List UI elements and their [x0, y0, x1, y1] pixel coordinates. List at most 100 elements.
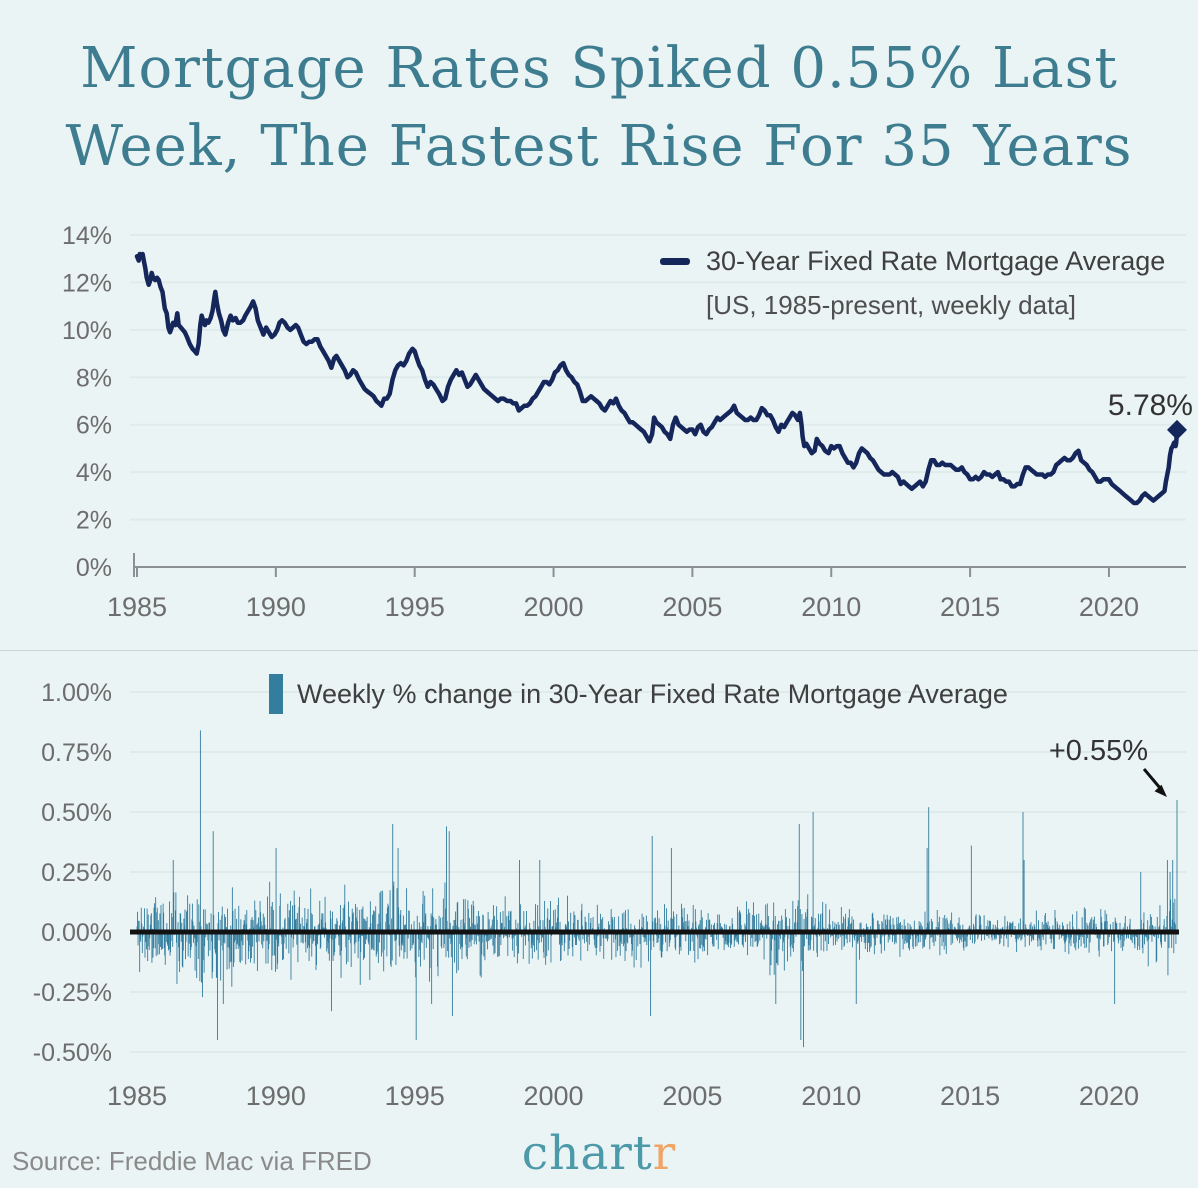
weekly-change-bar [197, 932, 199, 943]
weekly-change-bar [1115, 923, 1117, 932]
weekly-change-bar [229, 932, 231, 963]
weekly-change-bar [981, 932, 982, 941]
weekly-change-bar [761, 924, 763, 932]
weekly-change-bar [448, 831, 450, 932]
weekly-change-bar [1064, 932, 1066, 944]
weekly-change-bar [868, 932, 869, 943]
weekly-change-bar [457, 901, 459, 932]
weekly-change-bar [736, 932, 738, 942]
weekly-change-bar [913, 920, 915, 932]
weekly-change-bar [965, 932, 967, 948]
weekly-change-bar [1043, 924, 1045, 932]
weekly-change-bar [244, 914, 246, 932]
weekly-change-bar [184, 909, 186, 932]
weekly-change-bar [782, 932, 784, 943]
weekly-change-bar [801, 932, 803, 971]
weekly-change-bar [1176, 800, 1178, 932]
weekly-change-bar [961, 932, 963, 942]
weekly-change-bar [555, 922, 557, 932]
weekly-change-bar [1009, 922, 1011, 932]
weekly-change-bar [205, 923, 207, 932]
weekly-change-bar [371, 932, 373, 948]
weekly-change-bar [581, 925, 583, 932]
weekly-change-bar [183, 918, 185, 932]
weekly-change-bar [672, 919, 674, 932]
weekly-change-bar [754, 915, 755, 932]
weekly-change-bar [551, 926, 553, 932]
weekly-change-bar [488, 919, 490, 932]
weekly-change-bar [333, 932, 335, 956]
weekly-change-bar [171, 913, 173, 932]
weekly-change-bar [887, 919, 889, 932]
weekly-change-bar [430, 913, 432, 932]
weekly-change-bar [1063, 925, 1064, 932]
weekly-change-bar [284, 919, 286, 932]
weekly-change-bar [714, 922, 715, 932]
weekly-change-bar [144, 908, 145, 932]
weekly-change-bar [304, 908, 306, 932]
weekly-change-bar [208, 922, 210, 932]
weekly-change-bar [1034, 926, 1036, 932]
weekly-change-bar [794, 922, 795, 932]
weekly-change-bar [999, 932, 1001, 945]
weekly-change-bar [375, 932, 377, 957]
weekly-change-bar [797, 906, 799, 932]
y-axis-tick-label: 12% [62, 269, 112, 297]
weekly-change-bar [389, 890, 391, 932]
weekly-change-bar [553, 910, 555, 932]
weekly-change-bar [1055, 917, 1056, 932]
weekly-change-bar [1011, 923, 1013, 932]
weekly-change-bar [1015, 932, 1017, 943]
weekly-change-bar [747, 932, 749, 956]
weekly-change-bar [1174, 898, 1176, 932]
weekly-change-bar [218, 932, 220, 941]
weekly-change-bar [1089, 922, 1091, 932]
spike-annotation: +0.55% [1048, 735, 1148, 767]
weekly-change-bar [183, 925, 185, 932]
weekly-change-bar [841, 923, 843, 932]
weekly-change-bar [388, 924, 390, 932]
weekly-change-bar [364, 932, 365, 958]
weekly-change-bar [381, 932, 382, 957]
weekly-change-bar [701, 917, 703, 932]
weekly-change-bar [139, 932, 141, 973]
weekly-change-bar [529, 922, 531, 932]
annotation-arrow [1142, 768, 1162, 789]
x-axis-tick-label: 1985 [107, 1081, 167, 1111]
weekly-change-bar [149, 924, 151, 932]
weekly-change-bar [451, 932, 453, 1016]
weekly-change-bar [267, 932, 269, 964]
weekly-change-bar [1007, 921, 1009, 932]
weekly-change-bar [717, 914, 719, 932]
weekly-change-bar [260, 912, 262, 932]
weekly-change-bar [1120, 932, 1122, 948]
weekly-change-bar [163, 912, 165, 932]
weekly-change-bar [910, 926, 912, 932]
weekly-change-bar [292, 905, 294, 932]
weekly-change-bar [229, 932, 231, 950]
weekly-change-bar [445, 932, 447, 958]
weekly-change-bar [653, 932, 655, 948]
weekly-change-bar [701, 932, 703, 945]
weekly-change-bar [849, 923, 851, 932]
weekly-change-bar [1044, 915, 1046, 932]
weekly-change-bar [694, 932, 696, 963]
weekly-change-bar [791, 932, 793, 949]
y-axis-tick-label: 6% [76, 412, 112, 440]
weekly-change-bar [581, 903, 583, 932]
weekly-change-bar [987, 926, 989, 932]
weekly-change-bar [153, 932, 154, 949]
weekly-change-bar [486, 932, 487, 942]
weekly-change-bar [744, 923, 746, 932]
weekly-change-bar [977, 932, 979, 938]
weekly-change-bar [953, 926, 955, 932]
weekly-change-bar [684, 921, 686, 932]
weekly-change-bar [847, 917, 849, 932]
weekly-change-bar [560, 932, 562, 961]
weekly-change-bar [472, 923, 474, 932]
weekly-change-bar [269, 881, 271, 932]
weekly-change-bar [240, 919, 242, 932]
weekly-change-bar [355, 932, 357, 943]
weekly-change-bar [873, 932, 875, 955]
weekly-change-bar [744, 932, 746, 942]
